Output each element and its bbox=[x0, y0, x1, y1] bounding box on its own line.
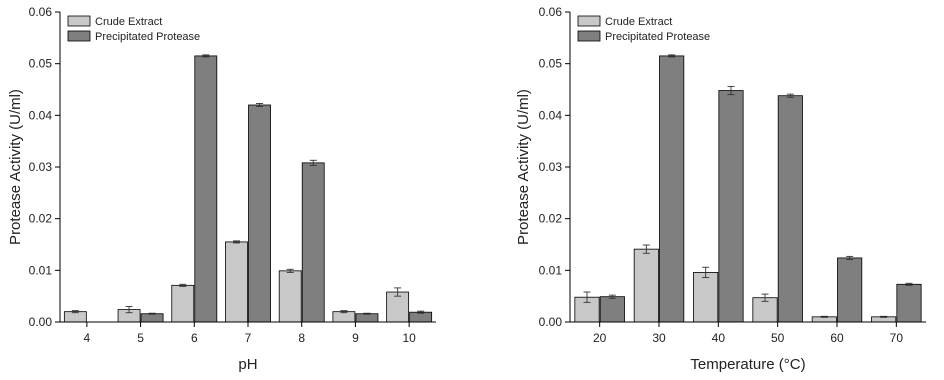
bar bbox=[355, 313, 379, 323]
legend-swatch bbox=[67, 30, 91, 42]
x-tick-label: 4 bbox=[84, 331, 91, 345]
x-tick-label: 30 bbox=[652, 331, 666, 345]
x-axis-label: pH bbox=[238, 356, 257, 373]
bar bbox=[837, 257, 863, 323]
bar bbox=[633, 248, 659, 323]
legend-swatch bbox=[577, 30, 601, 42]
x-axis-label: Temperature (°C) bbox=[690, 356, 805, 373]
bar bbox=[777, 95, 803, 323]
x-tick-label: 9 bbox=[352, 331, 359, 345]
legend-swatch bbox=[577, 15, 601, 27]
y-axis-label: Protease Activity (U/ml) bbox=[7, 89, 24, 245]
y-tick-label: 0.01 bbox=[29, 263, 53, 277]
y-tick-label: 0.02 bbox=[29, 212, 53, 226]
bar bbox=[63, 311, 87, 323]
y-tick-label: 0.03 bbox=[539, 160, 563, 174]
y-tick-label: 0.00 bbox=[539, 315, 563, 329]
y-tick-label: 0.06 bbox=[29, 5, 53, 19]
y-tick-label: 0.06 bbox=[539, 5, 563, 19]
x-tick-label: 50 bbox=[771, 331, 785, 345]
x-tick-label: 5 bbox=[137, 331, 144, 345]
bar bbox=[332, 311, 356, 323]
x-tick-label: 70 bbox=[890, 331, 904, 345]
bar bbox=[301, 162, 325, 323]
x-tick-label: 60 bbox=[830, 331, 844, 345]
y-tick-label: 0.01 bbox=[539, 263, 563, 277]
bar bbox=[278, 270, 302, 323]
bar bbox=[248, 104, 271, 323]
y-tick-label: 0.05 bbox=[539, 57, 563, 71]
y-tick-label: 0.04 bbox=[539, 108, 563, 122]
x-tick-label: 20 bbox=[593, 331, 607, 345]
bar bbox=[718, 90, 744, 323]
bar bbox=[896, 283, 922, 323]
chart-1: 0.00 0.01 0.02 0.03 0.04 0.05 0.06 4 5 6 7 8 9 10 pH Pr… bbox=[7, 5, 436, 373]
bar bbox=[659, 55, 685, 323]
y-axis-label: Protease Activity (U/ml) bbox=[515, 89, 532, 245]
chart-2: 0.00 0.01 0.02 0.03 0.04 0.05 0.06 20 30 40 50 60 70… bbox=[515, 5, 926, 373]
bar bbox=[599, 296, 625, 323]
x-tick-label: 40 bbox=[712, 331, 726, 345]
bar bbox=[194, 55, 218, 323]
x-tick-label: 6 bbox=[191, 331, 198, 345]
bar bbox=[140, 313, 164, 323]
legend-label: Crude Extract bbox=[605, 16, 672, 28]
bar bbox=[171, 284, 195, 323]
legend-swatch bbox=[67, 15, 91, 27]
legend-label: Precipitated Protease bbox=[95, 31, 200, 43]
x-tick-label: 7 bbox=[245, 331, 252, 345]
y-tick-label: 0.03 bbox=[29, 160, 53, 174]
bar bbox=[693, 271, 719, 323]
bar bbox=[225, 241, 248, 323]
y-tick-label: 0.04 bbox=[29, 108, 53, 122]
legend-label: Precipitated Protease bbox=[605, 31, 710, 43]
y-tick-label: 0.02 bbox=[539, 212, 563, 226]
x-tick-label: 10 bbox=[402, 331, 416, 345]
y-tick-label: 0.05 bbox=[29, 57, 53, 71]
x-tick-label: 8 bbox=[298, 331, 305, 345]
y-tick-label: 0.00 bbox=[29, 315, 53, 329]
legend-label: Crude Extract bbox=[95, 16, 162, 28]
